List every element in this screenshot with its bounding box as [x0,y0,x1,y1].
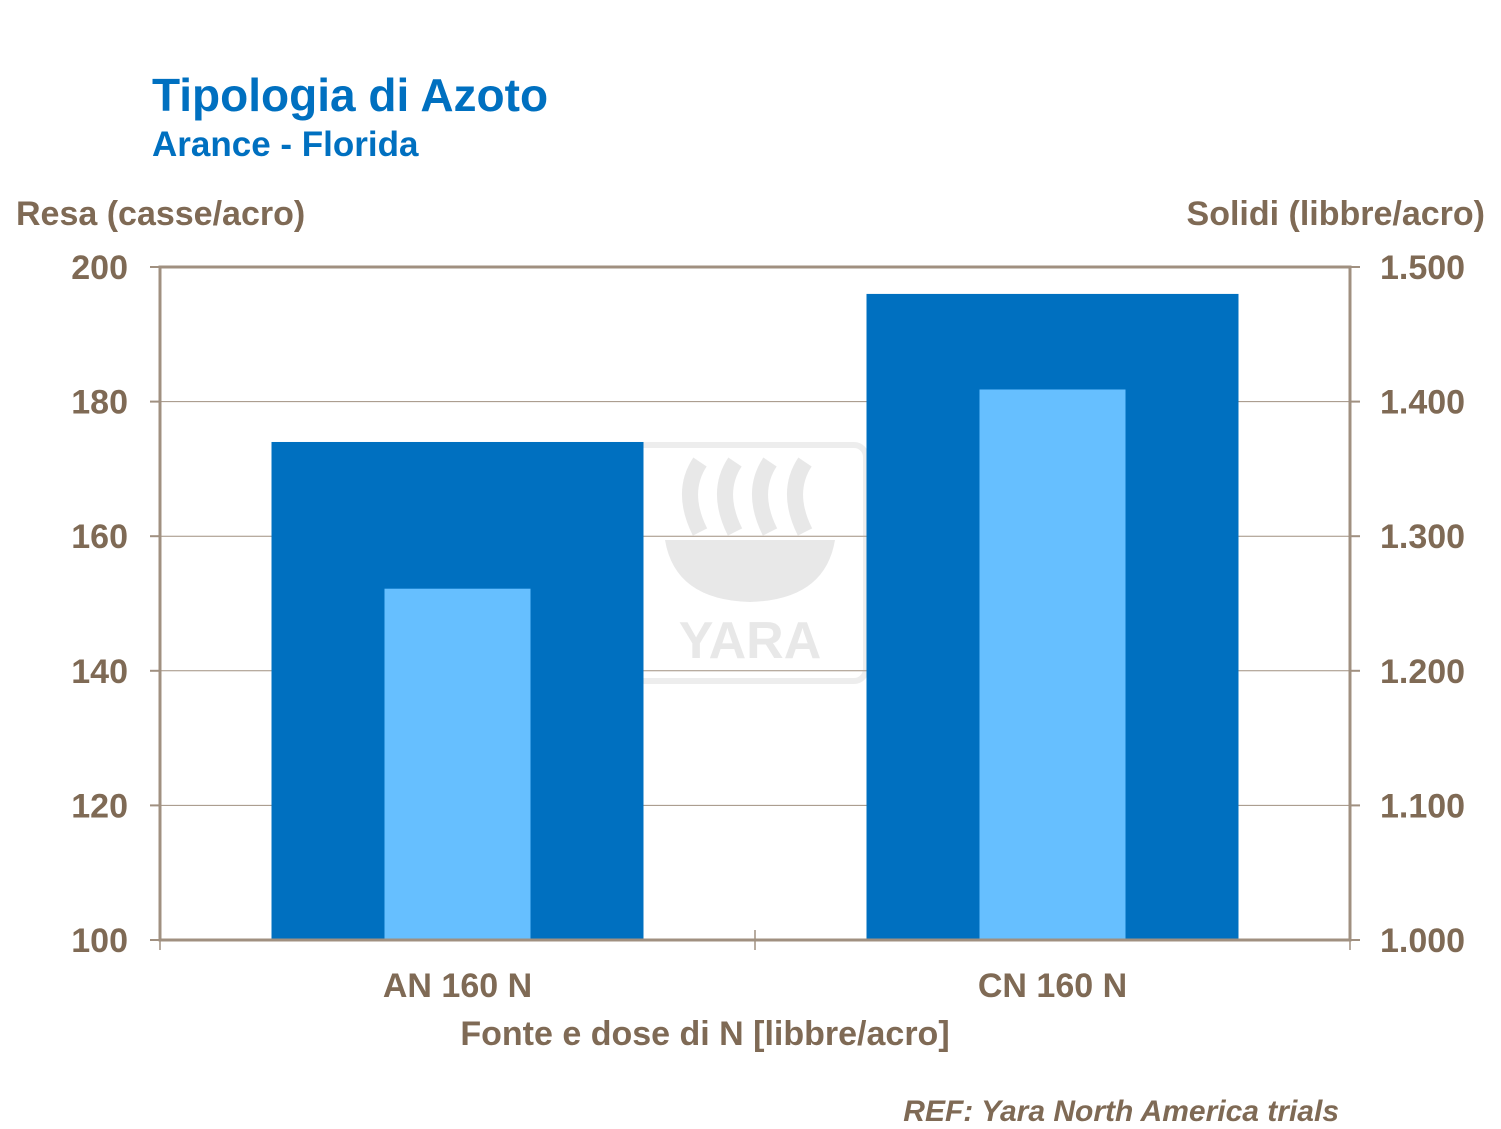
y2-tick-label: 1.200 [1380,653,1465,691]
y2-tick-label: 1.300 [1380,518,1465,556]
y2-tick-label: 1.000 [1380,922,1465,960]
bar-solidi [979,389,1126,941]
y-tick-label: 160 [71,518,128,556]
y-tick-label: 140 [71,653,128,691]
bar-solidi [384,588,531,940]
y-tick-label: 120 [71,787,128,825]
yara-logo-watermark: YARA [629,442,869,684]
y-axis-left-label: Resa (casse/acro) [16,195,306,233]
y-tick-label: 180 [71,384,128,422]
reference-note: REF: Yara North America trials [903,1095,1339,1128]
x-axis-label: Fonte e dose di N [libbre/acro] [460,1015,950,1053]
y-tick-label: 100 [71,922,128,960]
chart-subtitle: Arance - Florida [152,125,419,164]
y-axis-right-label: Solidi (libbre/acro) [1186,195,1485,233]
y2-tick-label: 1.400 [1380,384,1465,422]
x-tick-label: AN 160 N [383,967,532,1005]
y2-tick-label: 1.100 [1380,787,1465,825]
svg-text:YARA: YARA [679,612,822,670]
x-tick-label: CN 160 N [978,967,1127,1005]
y2-tick-label: 1.500 [1380,249,1465,287]
y-tick-label: 200 [71,249,128,287]
chart-title: Tipologia di Azoto [152,69,549,121]
